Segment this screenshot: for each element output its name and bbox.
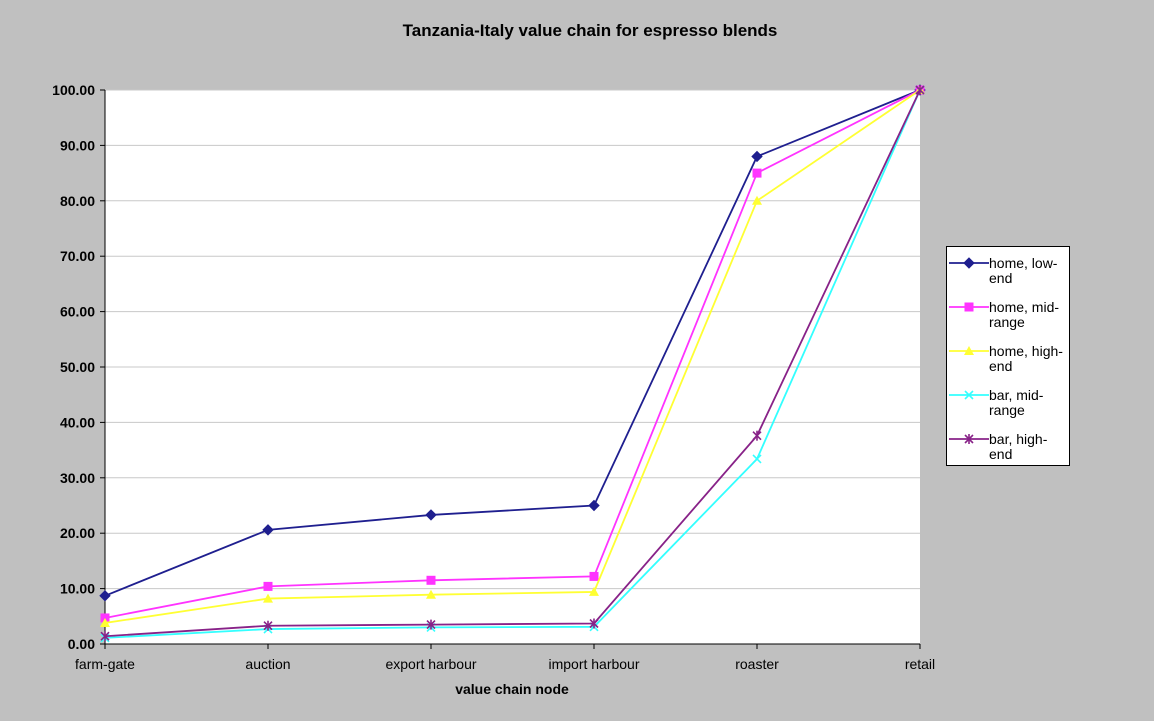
data-point bbox=[915, 85, 925, 95]
y-tick-label: 80.00 bbox=[60, 193, 95, 209]
x-tick-label: roaster bbox=[735, 656, 779, 672]
legend-swatch bbox=[949, 390, 989, 400]
y-tick-label: 10.00 bbox=[60, 581, 95, 597]
data-point bbox=[589, 586, 599, 596]
data-point bbox=[426, 619, 436, 630]
y-tick-label: 70.00 bbox=[60, 248, 95, 264]
y-tick-label: 50.00 bbox=[60, 359, 95, 375]
data-point bbox=[263, 593, 273, 603]
x-tick-label: export harbour bbox=[385, 656, 476, 672]
x-tick-label: farm-gate bbox=[75, 656, 135, 672]
data-point bbox=[752, 430, 762, 441]
data-point bbox=[100, 617, 110, 627]
legend: home, low-end home, mid-range home, high-e… bbox=[946, 246, 1070, 466]
legend-label: home, high-end bbox=[989, 343, 1063, 374]
data-point bbox=[263, 620, 273, 631]
y-tick-label: 30.00 bbox=[60, 470, 95, 486]
data-point bbox=[964, 302, 974, 312]
y-tick-label: 0.00 bbox=[68, 636, 95, 652]
y-tick-label: 60.00 bbox=[60, 304, 95, 320]
data-point bbox=[426, 589, 436, 599]
series-line bbox=[104, 89, 921, 619]
data-point bbox=[589, 571, 599, 581]
data-point bbox=[100, 631, 110, 642]
legend-item: bar, high-end bbox=[947, 427, 1071, 467]
data-point bbox=[262, 524, 274, 536]
legend-item: bar, mid-range bbox=[947, 383, 1071, 423]
x-axis-title: value chain node bbox=[455, 681, 569, 697]
data-point bbox=[963, 257, 975, 269]
data-point bbox=[263, 581, 273, 591]
legend-label: bar, mid-range bbox=[989, 387, 1044, 418]
data-point bbox=[589, 618, 599, 629]
data-point bbox=[751, 150, 763, 163]
x-tick-label: retail bbox=[905, 656, 935, 672]
series-line bbox=[104, 89, 921, 597]
data-point bbox=[752, 168, 762, 178]
legend-swatch bbox=[949, 346, 989, 355]
legend-swatch bbox=[949, 302, 989, 312]
data-point bbox=[752, 454, 762, 464]
legend-item: home, mid-range bbox=[947, 295, 1071, 335]
y-tick-label: 100.00 bbox=[52, 82, 95, 98]
y-tick-label: 40.00 bbox=[60, 414, 95, 430]
legend-swatch bbox=[949, 434, 989, 444]
data-point bbox=[426, 575, 436, 585]
chart-title: Tanzania-Italy value chain for espresso … bbox=[403, 21, 778, 40]
x-tick-label: import harbour bbox=[548, 656, 639, 672]
x-tick-label: auction bbox=[245, 656, 290, 672]
series-line bbox=[104, 89, 921, 624]
data-point bbox=[964, 346, 974, 355]
series-lines bbox=[99, 84, 926, 643]
data-point bbox=[425, 509, 437, 521]
data-point bbox=[964, 390, 974, 400]
series-line bbox=[104, 89, 921, 639]
legend-swatch bbox=[949, 257, 989, 269]
series-bar-high-end bbox=[100, 85, 925, 642]
y-tick-label: 90.00 bbox=[60, 137, 95, 153]
legend-label: bar, high-end bbox=[989, 431, 1048, 462]
data-point bbox=[964, 434, 974, 444]
legend-label: home, mid-range bbox=[989, 299, 1060, 330]
data-point bbox=[99, 590, 111, 602]
legend-item: home, high-end bbox=[947, 339, 1071, 379]
axes: 0.00 10.00 20.00 30.00 40.00 50.00 60.00 70.00 8… bbox=[52, 82, 935, 672]
legend-item: home, low-end bbox=[947, 251, 1071, 291]
data-point bbox=[752, 195, 762, 205]
series-line bbox=[104, 89, 921, 638]
legend-label: home, low-end bbox=[989, 255, 1058, 286]
data-point bbox=[588, 499, 600, 512]
y-tick-label: 20.00 bbox=[60, 525, 95, 541]
